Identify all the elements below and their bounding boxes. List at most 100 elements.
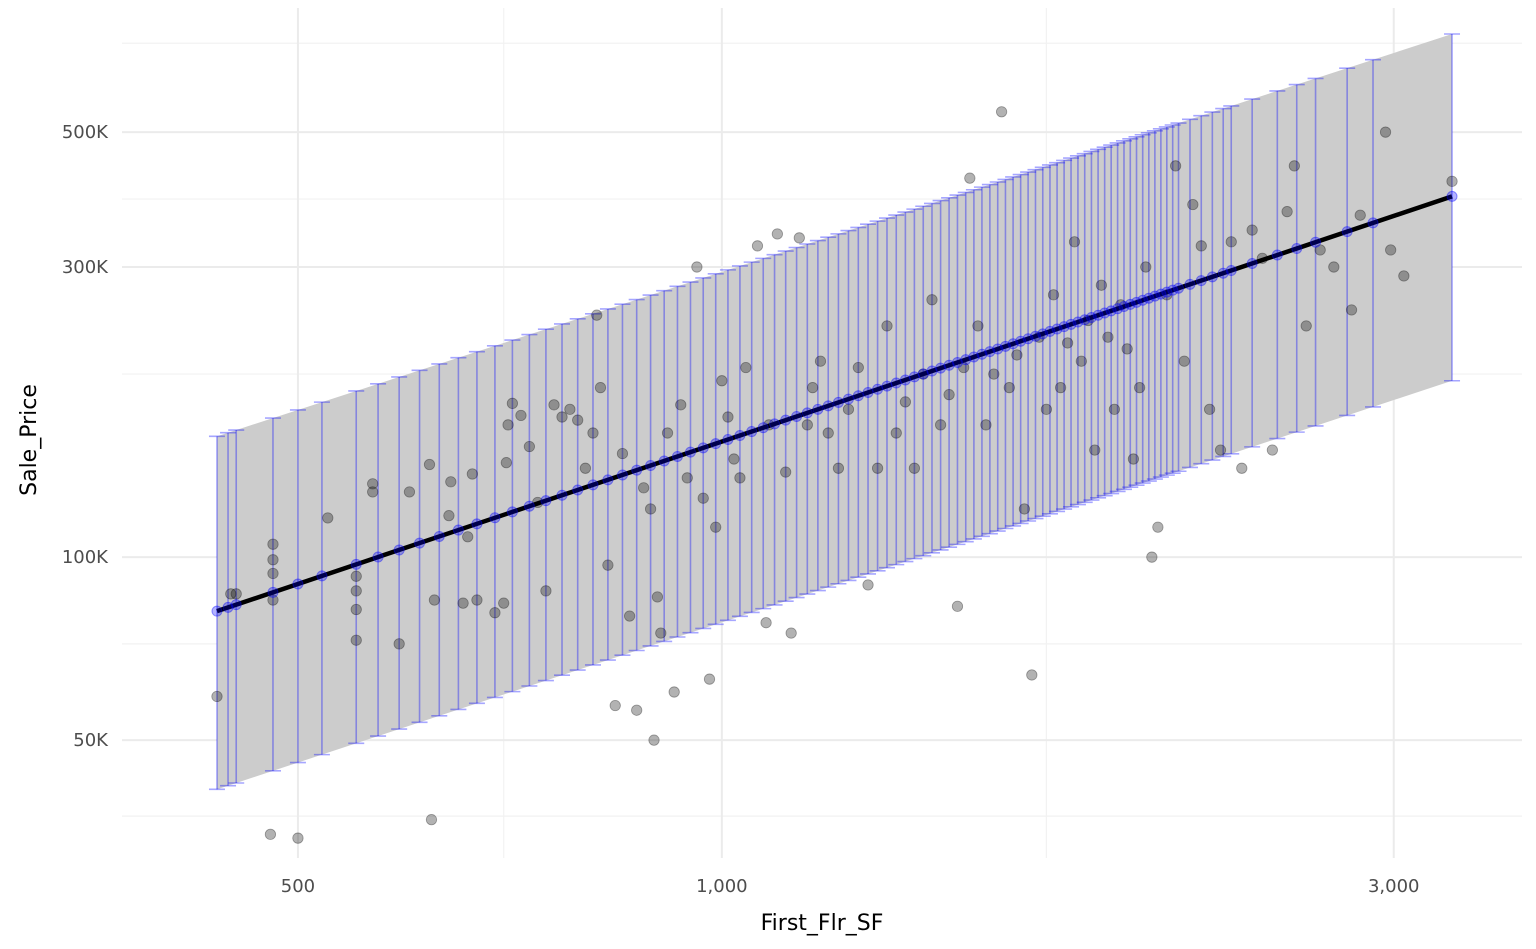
prediction-interval [669, 285, 686, 638]
prediction-band [216, 33, 1453, 790]
prediction-interval [468, 350, 485, 705]
predicted-point [372, 551, 384, 563]
observed-point [1195, 240, 1207, 252]
prediction-interval [777, 250, 794, 603]
predicted-point [1105, 305, 1117, 317]
predicted-point [801, 407, 813, 419]
observed-point [1121, 343, 1133, 355]
observed-point [471, 594, 483, 606]
prediction-interval [906, 208, 923, 560]
observed-point [980, 419, 992, 431]
predicted-point [1044, 325, 1056, 337]
prediction-interval [391, 376, 408, 730]
observed-point [267, 567, 279, 580]
predicted-point [968, 351, 980, 363]
x-tick-label: 500 [281, 876, 315, 897]
prediction-interval [599, 308, 616, 661]
prediction-interval [1041, 164, 1058, 515]
predicted-point [452, 524, 464, 536]
observed-point [926, 294, 938, 306]
observed-point [466, 468, 478, 480]
predicted-point [471, 518, 483, 530]
prediction-interval [695, 277, 712, 630]
observed-point [996, 106, 1008, 118]
observed-point [506, 397, 518, 409]
observed-point [423, 458, 436, 471]
predicted-point [267, 586, 279, 598]
observed-point [1281, 206, 1293, 218]
y-tick-labels: 50K 100K 300K 500K [62, 122, 109, 751]
predicted-point [710, 438, 722, 450]
observed-point [691, 261, 703, 273]
observed-point [498, 597, 510, 609]
predicted-point [1072, 316, 1084, 328]
predicted-points-layer [211, 190, 1458, 617]
observed-point [899, 396, 911, 408]
observed-point [1108, 403, 1120, 415]
observed-point [1236, 462, 1248, 474]
observed-point [648, 734, 660, 746]
predicted-point [1051, 323, 1063, 335]
predicted-point [734, 430, 746, 442]
prediction-interval [656, 289, 673, 643]
observed-point [722, 411, 734, 423]
observed-point [1328, 261, 1340, 273]
predicted-point [684, 446, 696, 458]
predicted-point [616, 469, 628, 481]
prediction-interval [731, 265, 748, 618]
predicted-point [1167, 284, 1179, 296]
predicted-point [976, 348, 988, 360]
observed-point [1354, 209, 1366, 221]
observed-point [1134, 382, 1146, 394]
observed-point [760, 617, 772, 629]
observed-points-layer [211, 106, 1458, 844]
prediction-band-layer [216, 33, 1453, 790]
predicted-point [1022, 333, 1034, 345]
predicted-point [722, 434, 734, 446]
predicted-point [852, 390, 864, 402]
observed-point [1288, 160, 1300, 172]
observed-point [393, 638, 405, 650]
observed-point [591, 309, 603, 321]
prediction-interval [1152, 128, 1169, 478]
y-tick-label: 50K [73, 730, 109, 751]
predicted-point [1161, 286, 1173, 298]
observed-point [594, 382, 607, 394]
predicted-point [1037, 328, 1049, 340]
prediction-interval [1288, 83, 1305, 433]
prediction-interval [1193, 114, 1210, 465]
predicted-point [506, 506, 518, 518]
prediction-interval [614, 303, 631, 657]
observed-point [556, 411, 568, 423]
observed-point [644, 503, 657, 515]
observed-point [1246, 224, 1258, 236]
predicted-point [556, 489, 568, 501]
predicted-point [292, 578, 304, 590]
predicted-point [658, 455, 670, 467]
prediction-interval [486, 344, 503, 699]
predicted-point [645, 460, 657, 472]
predicted-point [1271, 249, 1283, 261]
observed-point [443, 510, 455, 522]
prediction-interval [997, 178, 1014, 530]
prediction-interval [504, 339, 521, 693]
observed-point [681, 472, 693, 484]
predicted-point [1124, 298, 1136, 310]
predicted-point [872, 383, 884, 395]
observed-point [734, 472, 746, 484]
predicted-point [697, 442, 709, 454]
predicted-point [992, 343, 1004, 355]
observed-point [1102, 331, 1114, 343]
x-axis-title: First_Flr_SF [761, 911, 884, 936]
observed-point [540, 585, 552, 597]
prediction-interval [1181, 118, 1198, 469]
observed-point [403, 486, 416, 498]
predicted-point [1195, 275, 1207, 287]
predicted-point [1065, 318, 1077, 330]
observed-point [697, 492, 709, 504]
observed-point [1026, 669, 1038, 681]
observed-point [661, 427, 674, 439]
prediction-interval [411, 369, 428, 724]
predicted-point [1079, 314, 1091, 326]
